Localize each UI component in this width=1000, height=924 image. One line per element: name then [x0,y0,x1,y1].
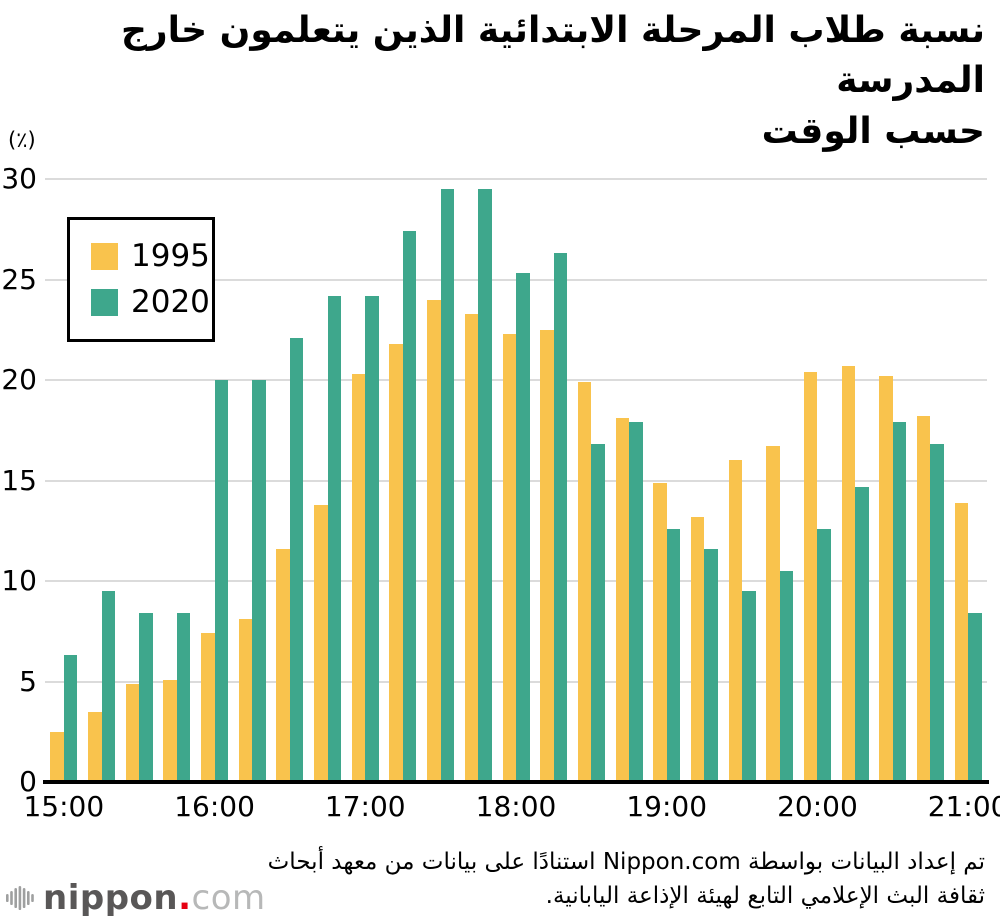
bar-1995-19:00 [653,482,667,782]
y-axis-unit-label: (٪) [8,128,36,152]
legend: 1995 2020 [67,217,215,342]
bar-2020-16:45 [327,295,342,782]
logo-tld: com [191,878,266,918]
nippon-logo-mark-icon [6,886,34,910]
bar-2020-16:15 [252,380,266,782]
x-tick-15:00: 15:00 [23,790,105,823]
bar-1995-16:45 [314,504,328,782]
legend-swatch-2020 [91,289,118,316]
bar-2020-15:00 [63,655,78,782]
x-tick-20:00: 20:00 [777,790,858,823]
bar-1995-18:30 [577,382,592,782]
bar-1995-18:00 [502,333,516,782]
source-credit-line2: ثقافة البث الإعلامي التابع لهيئة الإذاعة… [545,883,985,909]
bar-1995-16:15 [238,619,253,782]
source-credit: تم إعداد البيانات بواسطة Nippon.com استن… [225,845,985,913]
y-tick-10: 10 [1,564,37,597]
x-tick-19:00: 19:00 [626,790,708,823]
chart-title-line2: حسب الوقت [761,110,985,152]
bar-2020-20:45 [930,444,944,782]
bar-1995-15:45 [163,679,177,782]
bar-2020-21:00 [968,613,982,782]
bar-2020-17:15 [402,231,417,782]
bar-plot-area [45,178,987,782]
bar-2020-17:30 [440,189,455,782]
nippon-logo: nippon. com [6,878,266,918]
bar-2020-18:00 [516,273,530,782]
y-axis-tick-labels: 0 5 10 15 20 25 30 [0,163,37,798]
bar-1995-20:30 [879,375,893,782]
y-tick-30: 30 [1,162,37,195]
bar-2020-15:30 [139,613,153,782]
x-axis-tick-labels: 15:00 16:00 17:00 18:00 19:00 20:00 21:00 [23,790,1000,826]
bar-1995-17:00 [351,373,366,782]
bar-1995-15:15 [88,711,102,782]
legend-swatch-1995 [91,243,118,270]
bar-2020-20:15 [855,486,869,782]
bar-1995-19:30 [728,460,743,782]
chart-title-line1: نسبة طلاب المرحلة الابتدائية الذين يتعلم… [120,10,985,102]
x-axis-line [43,780,989,784]
bar-2020-20:30 [892,422,907,782]
x-tick-21:00: 21:00 [927,790,1000,823]
legend-item-2020: 2020 [91,287,212,318]
bar-1995-17:15 [389,343,403,782]
bar-1995-16:30 [276,548,290,782]
bar-2020-19:45 [779,570,794,782]
bar-2020-16:00 [214,380,229,782]
logo-dot: . [178,878,192,918]
bar-2020-17:45 [478,189,492,782]
bar-1995-15:00 [50,731,64,782]
bar-1995-18:15 [540,329,554,782]
bar-2020-17:00 [365,295,379,782]
x-tick-16:00: 16:00 [174,790,255,823]
y-tick-25: 25 [1,262,37,296]
chart-title: نسبة طلاب المرحلة الابتدائية الذين يتعلم… [17,6,985,157]
y-tick-20: 20 [1,363,37,396]
bar-1995-19:15 [690,516,705,782]
bar-2020-18:15 [553,253,568,782]
source-credit-line1: تم إعداد البيانات بواسطة Nippon.com استن… [267,849,985,875]
nippon-logo-text: nippon. com [43,878,266,918]
bar-2020-19:00 [666,528,681,782]
bar-1995-19:45 [766,446,780,782]
bar-1995-21:00 [954,502,969,782]
logo-brand: nippon [43,878,179,918]
bar-2020-18:45 [629,422,643,782]
bar-1995-20:15 [841,365,856,782]
bar-1995-18:45 [615,418,630,782]
bar-2020-18:30 [591,444,605,782]
x-tick-17:00: 17:00 [324,790,406,823]
bar-2020-19:15 [704,548,718,782]
legend-item-1995: 1995 [91,241,212,272]
bar-2020-16:30 [289,337,304,782]
bar-1995-17:45 [464,313,479,782]
y-tick-0: 0 [19,765,37,798]
gridline-30 [45,178,987,180]
y-tick-5: 5 [19,664,37,698]
bar-2020-19:30 [742,591,756,782]
bar-2020-15:45 [176,613,191,782]
x-tick-18:00: 18:00 [475,790,557,823]
bar-1995-20:45 [916,416,931,782]
legend-label-1995: 1995 [131,238,210,274]
bar-2020-20:00 [817,528,831,782]
bar-1995-20:00 [803,371,818,782]
bar-2020-15:15 [101,591,116,782]
bar-1995-17:30 [427,299,441,782]
legend-label-2020: 2020 [131,284,210,320]
bar-1995-16:00 [201,633,215,782]
y-tick-15: 15 [1,463,37,497]
bar-1995-15:30 [125,683,140,782]
